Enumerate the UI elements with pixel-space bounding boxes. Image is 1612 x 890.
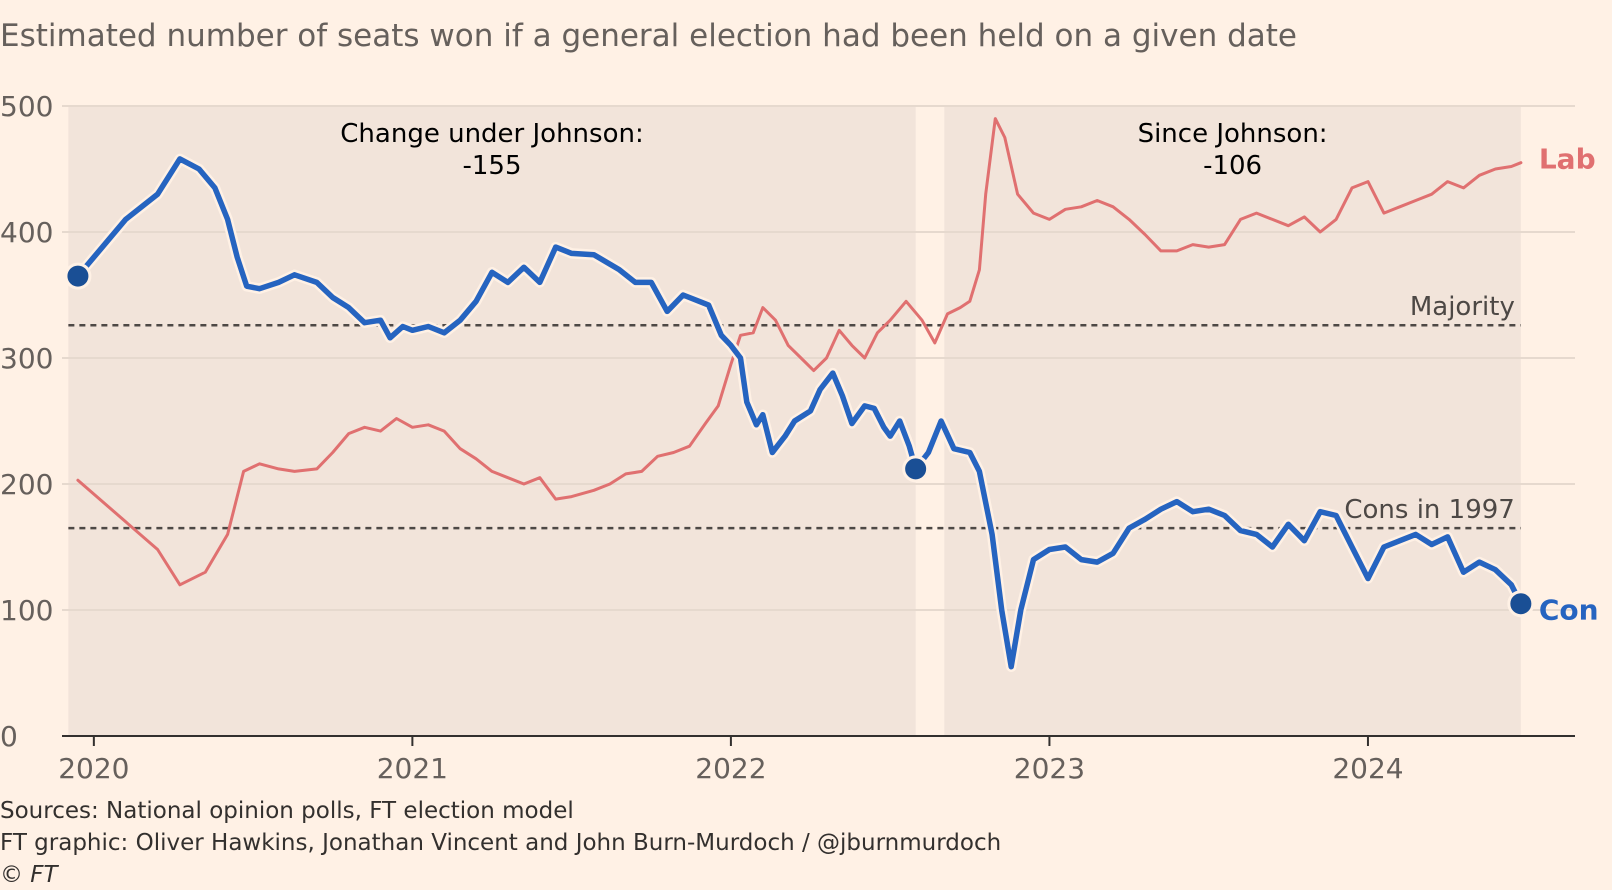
x-tick-label-2020: 2020: [58, 752, 129, 785]
series-label-Con: Con: [1539, 594, 1599, 627]
y-tick-label-100: 100: [0, 594, 53, 627]
markers: [64, 262, 1535, 618]
period-value-0: -155: [463, 151, 522, 181]
y-tick-label-300: 300: [0, 342, 53, 375]
axes: 0 100 200 300 400 500 2020 2021 2022 2023 2024: [0, 90, 1575, 785]
reference-lines: Majority Cons in 1997: [68, 290, 1521, 530]
reference-label-0: Majority: [1410, 292, 1515, 322]
period-value-1: -106: [1203, 151, 1262, 181]
y-tick-label-400: 400: [0, 216, 53, 249]
y-tick-label-0: 0: [0, 720, 18, 753]
x-tick-label-2022: 2022: [695, 752, 766, 785]
period-band-1: [944, 106, 1521, 736]
reference-label-1: Cons in 1997: [1344, 495, 1515, 525]
period-label-1: Since Johnson:: [1138, 119, 1328, 149]
marker-Con-0: [64, 262, 92, 290]
period-shading: [68, 106, 1521, 736]
series-line-Lab: [76, 117, 1523, 587]
gridlines: [62, 105, 1575, 611]
x-tick-label-2023: 2023: [1014, 752, 1085, 785]
x-tick-label-2021: 2021: [377, 752, 448, 785]
x-tick-label-2024: 2024: [1332, 752, 1403, 785]
line-chart: Majority Cons in 1997 0 100 200 300 400 500 202…: [0, 90, 1599, 785]
chart-title: Estimated number of seats won if a gener…: [0, 18, 1297, 54]
copyright-note: © FT: [0, 862, 58, 888]
annotations: Change under Johnson:-155 Since Johnson:-…: [337, 116, 1599, 627]
y-tick-label-200: 200: [0, 468, 53, 501]
marker-Con-2: [1507, 590, 1535, 618]
sources-note: Sources: National opinion polls, FT elec…: [0, 798, 574, 824]
marker-Con-1: [902, 455, 930, 483]
credit-note: FT graphic: Oliver Hawkins, Jonathan Vin…: [0, 830, 1002, 856]
series-lines: [72, 117, 1527, 672]
period-label-0: Change under Johnson:: [340, 119, 643, 149]
period-band-0: [68, 106, 916, 736]
series-label-Lab: Lab: [1539, 143, 1596, 176]
y-tick-label-500: 500: [0, 90, 53, 123]
series-line-Con: [75, 156, 1524, 670]
